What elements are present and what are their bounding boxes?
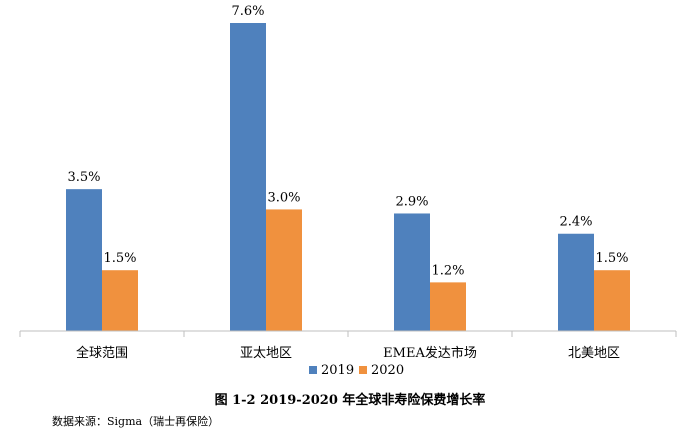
x-tick-label-0: 全球范围 xyxy=(76,345,128,361)
bar-2020-1 xyxy=(266,209,302,331)
data-source-note: 数据来源：Sigma（瑞士再保险） xyxy=(52,415,220,428)
data-label-2020-2: 1.2% xyxy=(431,263,464,278)
bar-2019-1 xyxy=(230,23,266,331)
bar-2019-2 xyxy=(394,213,430,331)
data-label-2019-1: 7.6% xyxy=(231,4,264,19)
bar-2019-3 xyxy=(558,233,594,331)
data-label-2019-0: 3.5% xyxy=(67,170,100,185)
x-tick-label-2: EMEA发达市场 xyxy=(383,345,477,361)
data-label-2019-3: 2.4% xyxy=(559,215,592,230)
legend-label-2019: 2019 xyxy=(321,363,354,378)
bar-2020-3 xyxy=(594,270,630,331)
data-label-2020-3: 1.5% xyxy=(595,251,628,266)
bar-2019-0 xyxy=(66,189,102,331)
data-label-2020-0: 1.5% xyxy=(103,251,136,266)
bar-2020-2 xyxy=(430,282,466,331)
bar-2020-0 xyxy=(102,270,138,331)
legend-label-2020: 2020 xyxy=(371,363,404,378)
figure-caption: 图 1-2 2019-2020 年全球非寿险保费增长率 xyxy=(214,393,486,408)
data-label-2020-1: 3.0% xyxy=(267,190,300,205)
legend-swatch-2020 xyxy=(359,366,367,374)
x-tick-label-3: 北美地区 xyxy=(568,346,620,361)
data-label-2019-2: 2.9% xyxy=(395,194,428,209)
x-tick-label-1: 亚太地区 xyxy=(240,346,292,361)
legend-swatch-2019 xyxy=(309,366,317,374)
